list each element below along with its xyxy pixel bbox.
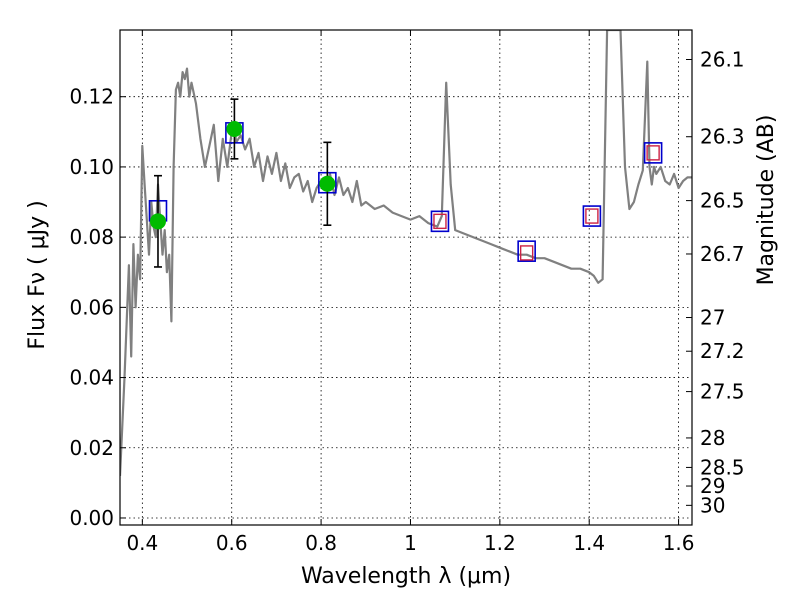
model-band-square — [433, 213, 447, 230]
x-tick-label: 1 — [404, 531, 417, 555]
y-tick-label: 0.00 — [69, 506, 114, 530]
photometry-square — [582, 205, 602, 227]
photometry-markers — [148, 122, 663, 262]
x-tick-label: 0.6 — [216, 531, 248, 555]
y-tick-label: 0.10 — [69, 155, 114, 179]
y-axis-label: Flux Fν ( μJy ) — [25, 200, 50, 349]
magnitude-tick-label: 26.3 — [700, 125, 745, 149]
y-tick-label: 0.06 — [69, 295, 114, 319]
y-tick-label: 0.08 — [69, 225, 114, 249]
magnitude-tick-label: 30 — [700, 493, 725, 517]
magnitude-tick-label: 28 — [700, 426, 725, 450]
x-tick-label: 1.6 — [663, 531, 695, 555]
photometry-square — [517, 240, 536, 262]
x-tick-label: 1.2 — [484, 531, 516, 555]
magnitude-tick-label: 26.5 — [700, 189, 745, 213]
measurement-markers — [149, 98, 336, 268]
y-tick-label: 0.12 — [69, 85, 114, 109]
plot-frame — [119, 29, 693, 526]
magnitude-tick-label: 27.5 — [700, 380, 745, 404]
measurement-point — [226, 121, 243, 137]
grid — [120, 30, 692, 525]
model-band-square — [585, 208, 599, 224]
x-axis-label: Wavelength λ (μm) — [301, 564, 511, 589]
x-tick-label: 0.4 — [126, 531, 158, 555]
x-axis: 0.4 0.6 0.8 1 1.2 1.4 1.6 — [126, 30, 695, 555]
magnitude-tick-label: 27 — [700, 306, 725, 330]
y-tick-label: 0.02 — [69, 436, 114, 460]
model-band-square — [646, 145, 660, 161]
magnitude-tick-label: 28.5 — [700, 455, 745, 479]
measurement-point — [319, 175, 336, 192]
x-tick-label: 1.4 — [573, 531, 605, 555]
photometry-square — [643, 142, 663, 164]
y-tick-label: 0.04 — [69, 366, 114, 390]
magnitude-tick-label: 29 — [700, 474, 725, 498]
x-tick-label: 0.8 — [305, 531, 337, 555]
photometry-square — [430, 210, 450, 233]
model-band-square — [519, 245, 534, 261]
y-axis: 0.00 0.02 0.04 0.06 0.08 0.10 0.12 — [69, 85, 126, 530]
magnitude-tick-label: 26.1 — [700, 47, 745, 71]
magnitude-tick-label: 26.7 — [700, 242, 745, 266]
magnitude-axis-label: Magnitude (AB) — [754, 115, 779, 286]
magnitude-tick-label: 27.2 — [700, 339, 745, 363]
measurement-point — [149, 213, 166, 230]
